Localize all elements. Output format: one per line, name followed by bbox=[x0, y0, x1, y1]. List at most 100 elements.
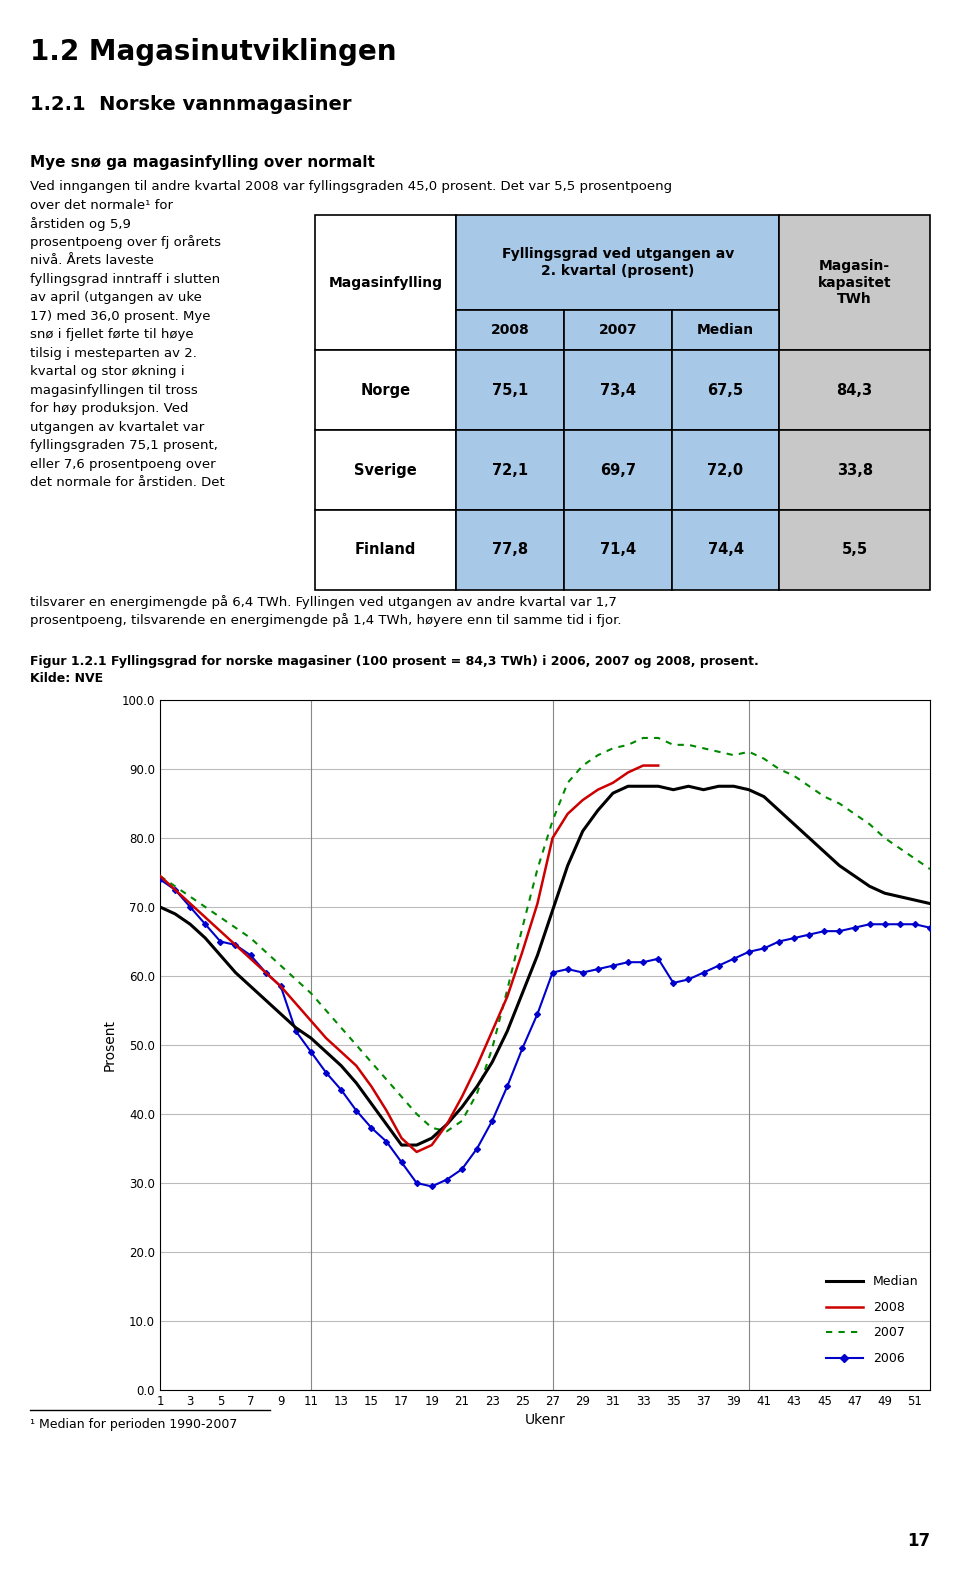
2008 bbox=[592, 780, 604, 799]
Text: Mye snø ga magasinfylling over normalt: Mye snø ga magasinfylling over normalt bbox=[30, 155, 374, 169]
Text: tilsvarer en energimengde på 6,4 TWh. Fyllingen ved utgangen av andre kvartal va: tilsvarer en energimengde på 6,4 TWh. Fy… bbox=[30, 595, 617, 609]
Text: av april (utgangen av uke: av april (utgangen av uke bbox=[30, 291, 202, 304]
Median bbox=[532, 945, 543, 964]
Legend: Median, 2008, 2007, 2006: Median, 2008, 2007, 2006 bbox=[821, 1271, 924, 1369]
2008 bbox=[200, 909, 211, 928]
2008 bbox=[335, 1042, 347, 1061]
Text: 1.2 Magasinutviklingen: 1.2 Magasinutviklingen bbox=[30, 38, 396, 66]
2008 bbox=[441, 1114, 452, 1133]
2008 bbox=[622, 763, 634, 782]
Bar bbox=[672, 350, 780, 431]
2007 bbox=[155, 866, 166, 885]
Text: 2008: 2008 bbox=[491, 323, 530, 337]
Text: 33,8: 33,8 bbox=[836, 462, 873, 478]
2006 bbox=[532, 1005, 543, 1024]
Bar bbox=[315, 215, 456, 350]
2007 bbox=[532, 860, 543, 879]
Text: 17) med 36,0 prosent. Mye: 17) med 36,0 prosent. Mye bbox=[30, 310, 210, 323]
Text: 73,4: 73,4 bbox=[600, 383, 636, 397]
Line: 2006: 2006 bbox=[157, 877, 932, 1189]
Text: 72,1: 72,1 bbox=[492, 462, 528, 478]
2008 bbox=[321, 1029, 332, 1048]
Bar bbox=[780, 431, 930, 510]
Y-axis label: Prosent: Prosent bbox=[102, 1019, 116, 1072]
Text: utgangen av kvartalet var: utgangen av kvartalet var bbox=[30, 421, 204, 434]
2008 bbox=[653, 757, 664, 776]
Text: fyllingsgraden 75,1 prosent,: fyllingsgraden 75,1 prosent, bbox=[30, 438, 218, 453]
Bar bbox=[564, 350, 672, 431]
Text: 67,5: 67,5 bbox=[708, 383, 744, 397]
Text: tilsig i mesteparten av 2.: tilsig i mesteparten av 2. bbox=[30, 347, 197, 359]
Text: Magasin-
kapasitet
TWh: Magasin- kapasitet TWh bbox=[818, 260, 892, 306]
2007 bbox=[924, 860, 936, 879]
Median bbox=[155, 898, 166, 917]
2008 bbox=[396, 1129, 407, 1148]
Text: 2007: 2007 bbox=[599, 323, 637, 337]
2006 bbox=[924, 918, 936, 937]
Text: ¹ Median for perioden 1990-2007: ¹ Median for perioden 1990-2007 bbox=[30, 1418, 237, 1431]
Bar bbox=[672, 310, 780, 350]
Text: 84,3: 84,3 bbox=[836, 383, 873, 397]
Text: 69,7: 69,7 bbox=[600, 462, 636, 478]
Bar bbox=[456, 431, 564, 510]
Bar bbox=[564, 510, 672, 590]
2008 bbox=[411, 1143, 422, 1162]
Text: 77,8: 77,8 bbox=[492, 543, 528, 557]
Text: det normale for årstiden. Det: det normale for årstiden. Det bbox=[30, 476, 225, 489]
2008 bbox=[516, 942, 528, 961]
2008 bbox=[290, 994, 301, 1013]
Text: magasinfyllingen til tross: magasinfyllingen til tross bbox=[30, 383, 198, 396]
2008 bbox=[366, 1076, 377, 1095]
Median bbox=[622, 777, 634, 796]
Median bbox=[683, 777, 694, 796]
Bar bbox=[672, 431, 780, 510]
Bar bbox=[780, 350, 930, 431]
2008 bbox=[155, 866, 166, 885]
2007 bbox=[637, 728, 649, 747]
Text: 5,5: 5,5 bbox=[842, 543, 868, 557]
Bar bbox=[672, 510, 780, 590]
2006 bbox=[879, 915, 891, 934]
2008 bbox=[215, 921, 227, 940]
Text: Fyllingsgrad ved utgangen av
2. kvartal (prosent): Fyllingsgrad ved utgangen av 2. kvartal … bbox=[502, 247, 734, 277]
Text: Norge: Norge bbox=[361, 383, 411, 397]
2008 bbox=[169, 880, 180, 899]
Text: 1.2.1  Norske vannmagasiner: 1.2.1 Norske vannmagasiner bbox=[30, 95, 351, 114]
2008 bbox=[637, 757, 649, 776]
Text: 17: 17 bbox=[907, 1532, 930, 1550]
Text: Magasinfylling: Magasinfylling bbox=[328, 275, 443, 290]
2006 bbox=[637, 953, 649, 972]
Text: prosentpoeng over fj orårets: prosentpoeng over fj orårets bbox=[30, 236, 221, 250]
Text: kvartal og stor økning i: kvartal og stor økning i bbox=[30, 366, 184, 378]
Bar bbox=[315, 431, 456, 510]
Bar bbox=[780, 510, 930, 590]
Bar bbox=[315, 350, 456, 431]
Bar bbox=[456, 510, 564, 590]
Text: Ved inngangen til andre kvartal 2008 var fyllingsgraden 45,0 prosent. Det var 5,: Ved inngangen til andre kvartal 2008 var… bbox=[30, 180, 672, 193]
2008 bbox=[305, 1012, 317, 1031]
2008 bbox=[350, 1056, 362, 1075]
2008 bbox=[245, 950, 256, 969]
2008 bbox=[487, 1021, 498, 1040]
2008 bbox=[381, 1102, 393, 1121]
2008 bbox=[607, 774, 618, 793]
2007 bbox=[683, 736, 694, 755]
2008 bbox=[426, 1135, 438, 1154]
Text: prosentpoeng, tilsvarende en energimengde på 1,4 TWh, høyere enn til samme tid i: prosentpoeng, tilsvarende en energimengd… bbox=[30, 614, 621, 627]
Text: over det normale¹ for: over det normale¹ for bbox=[30, 198, 173, 212]
2006 bbox=[426, 1176, 438, 1195]
2008 bbox=[547, 828, 559, 847]
Text: Finland: Finland bbox=[355, 543, 417, 557]
Text: Kilde: NVE: Kilde: NVE bbox=[30, 673, 103, 685]
Bar bbox=[564, 431, 672, 510]
2007 bbox=[215, 909, 227, 928]
2008 bbox=[471, 1056, 483, 1075]
2006 bbox=[215, 932, 227, 951]
Text: eller 7,6 prosentpoeng over: eller 7,6 prosentpoeng over bbox=[30, 457, 216, 470]
Bar bbox=[780, 215, 930, 350]
Text: Figur 1.2.1 Fyllingsgrad for norske magasiner (100 prosent = 84,3 TWh) i 2006, 2: Figur 1.2.1 Fyllingsgrad for norske maga… bbox=[30, 655, 758, 668]
2008 bbox=[275, 977, 286, 996]
Text: årstiden og 5,9: årstiden og 5,9 bbox=[30, 217, 131, 231]
Median bbox=[924, 894, 936, 913]
2006 bbox=[667, 974, 679, 993]
